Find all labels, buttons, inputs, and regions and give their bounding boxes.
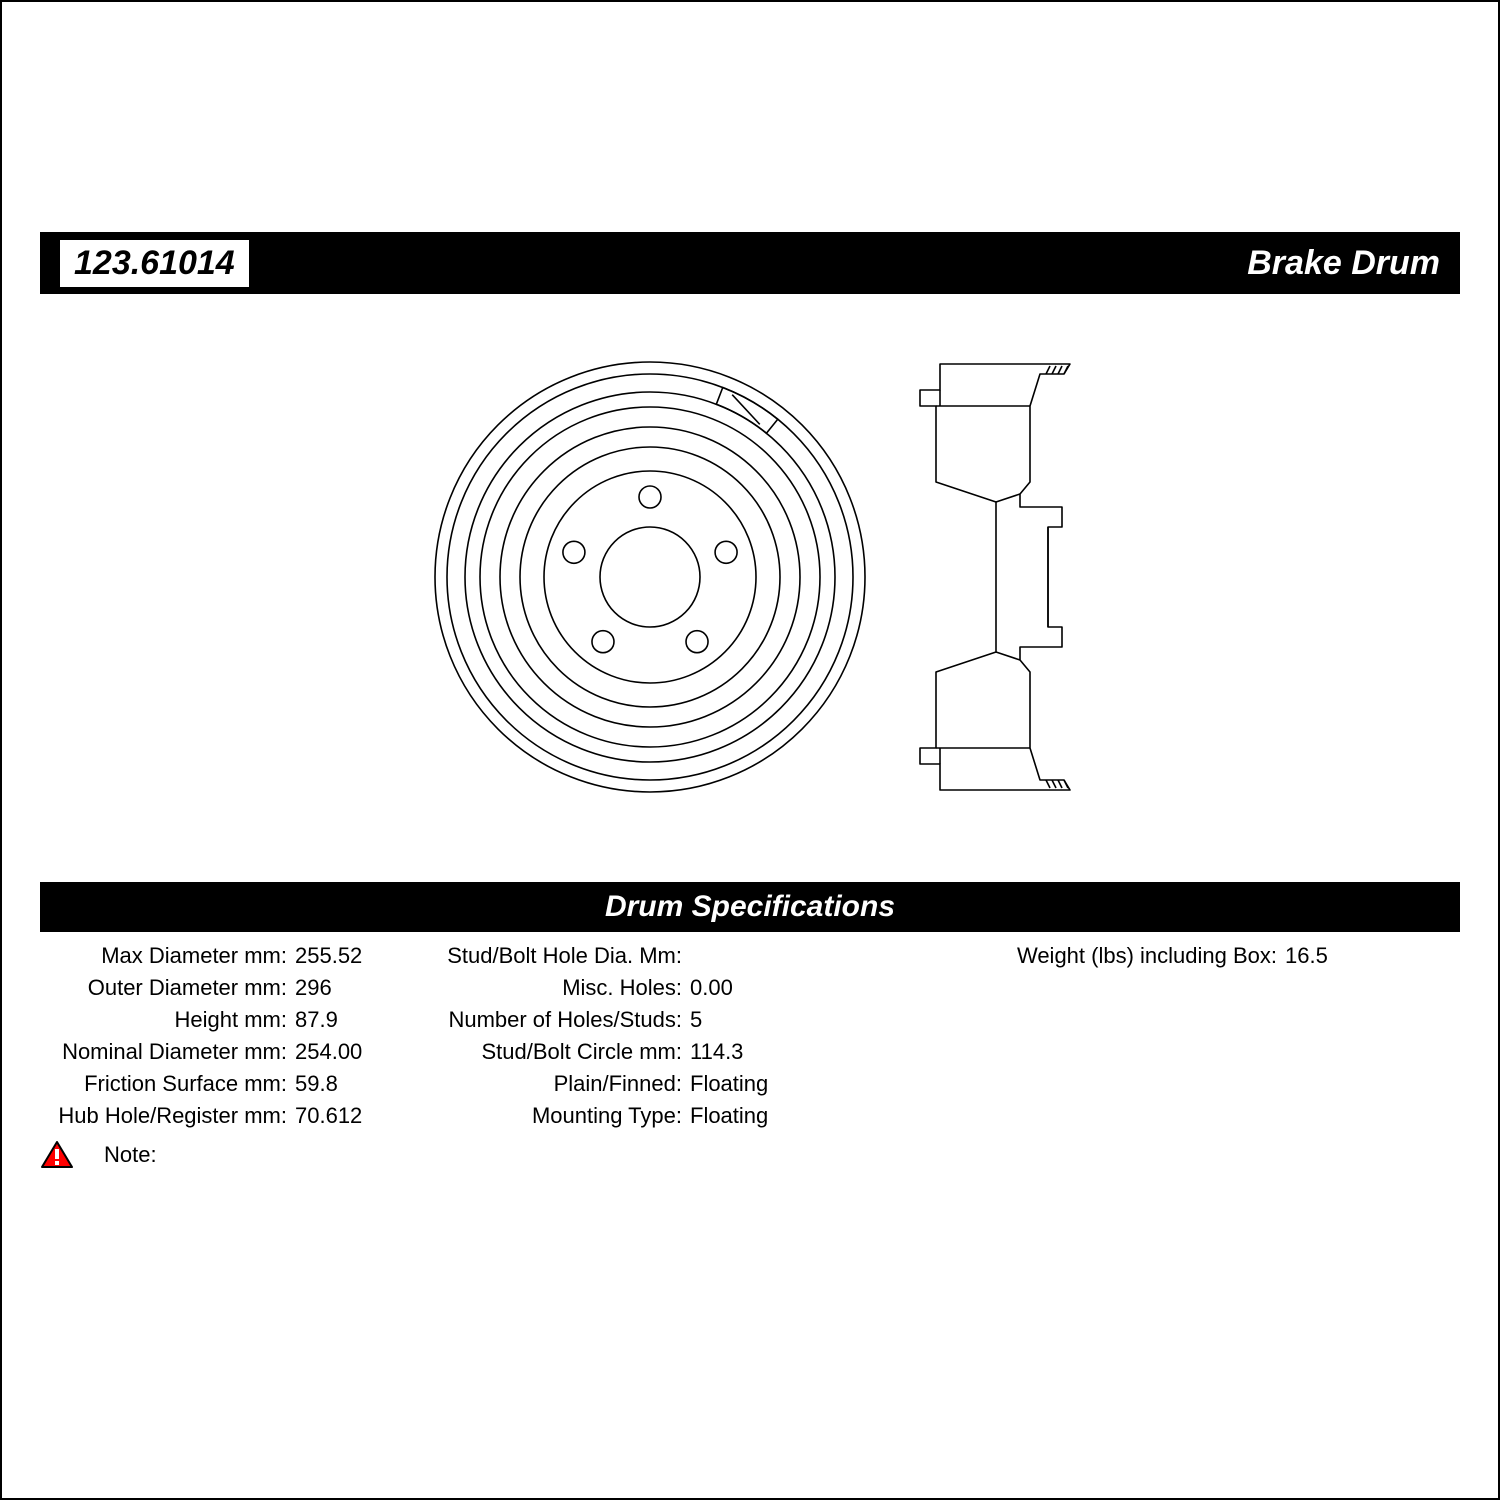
spec-label: Height mm: <box>40 1007 295 1033</box>
spec-value: Floating <box>690 1103 768 1129</box>
spec-row: Height mm:87.9 <box>40 1004 420 1036</box>
note-label: Note: <box>104 1142 157 1168</box>
spec-row: Stud/Bolt Circle mm:114.3 <box>420 1036 980 1068</box>
spec-label: Stud/Bolt Hole Dia. Mm: <box>420 943 690 969</box>
note-row: Note: <box>40 1140 157 1170</box>
header-bar: 123.61014 Brake Drum <box>40 232 1460 294</box>
specs-table: Max Diameter mm:255.52Outer Diameter mm:… <box>40 940 1460 1132</box>
drum-side-view-icon <box>905 352 1075 802</box>
spec-value: 87.9 <box>295 1007 338 1033</box>
spec-column-2: Stud/Bolt Hole Dia. Mm:Misc. Holes:0.00N… <box>420 940 980 1132</box>
spec-row: Stud/Bolt Hole Dia. Mm: <box>420 940 980 972</box>
spec-row: Weight (lbs) including Box:16.5 <box>980 940 1460 972</box>
spec-value: 59.8 <box>295 1071 338 1097</box>
part-number: 123.61014 <box>60 240 249 287</box>
spec-header-bar: Drum Specifications <box>40 882 1460 932</box>
spec-label: Misc. Holes: <box>420 975 690 1001</box>
warning-icon <box>40 1140 74 1170</box>
spec-value: 5 <box>690 1007 702 1033</box>
drum-front-view-icon <box>425 352 875 802</box>
spec-label: Max Diameter mm: <box>40 943 295 969</box>
spec-header-title: Drum Specifications <box>605 890 895 924</box>
spec-value: 0.00 <box>690 975 733 1001</box>
spec-label: Hub Hole/Register mm: <box>40 1103 295 1129</box>
spec-column-3: Weight (lbs) including Box:16.5 <box>980 940 1460 1132</box>
spec-value: 70.612 <box>295 1103 362 1129</box>
spec-row: Outer Diameter mm:296 <box>40 972 420 1004</box>
diagram-area <box>2 322 1498 832</box>
spec-label: Number of Holes/Studs: <box>420 1007 690 1033</box>
spec-row: Max Diameter mm:255.52 <box>40 940 420 972</box>
spec-row: Hub Hole/Register mm:70.612 <box>40 1100 420 1132</box>
spec-label: Outer Diameter mm: <box>40 975 295 1001</box>
spec-label: Mounting Type: <box>420 1103 690 1129</box>
spec-label: Plain/Finned: <box>420 1071 690 1097</box>
spec-label: Friction Surface mm: <box>40 1071 295 1097</box>
spec-value: 255.52 <box>295 943 362 969</box>
spec-value: 254.00 <box>295 1039 362 1065</box>
spec-row: Misc. Holes:0.00 <box>420 972 980 1004</box>
spec-value: 296 <box>295 975 332 1001</box>
spec-row: Mounting Type:Floating <box>420 1100 980 1132</box>
spec-label: Stud/Bolt Circle mm: <box>420 1039 690 1065</box>
spec-row: Nominal Diameter mm:254.00 <box>40 1036 420 1068</box>
spec-row: Plain/Finned:Floating <box>420 1068 980 1100</box>
spec-value: 16.5 <box>1285 943 1328 969</box>
spec-row: Number of Holes/Studs:5 <box>420 1004 980 1036</box>
spec-row: Friction Surface mm:59.8 <box>40 1068 420 1100</box>
product-title: Brake Drum <box>1247 244 1440 283</box>
page: 123.61014 Brake Drum Drum Specifications… <box>0 0 1500 1500</box>
spec-label: Nominal Diameter mm: <box>40 1039 295 1065</box>
spec-value: 114.3 <box>690 1039 743 1065</box>
spec-label: Weight (lbs) including Box: <box>980 943 1285 969</box>
spec-value: Floating <box>690 1071 768 1097</box>
spec-column-1: Max Diameter mm:255.52Outer Diameter mm:… <box>40 940 420 1132</box>
